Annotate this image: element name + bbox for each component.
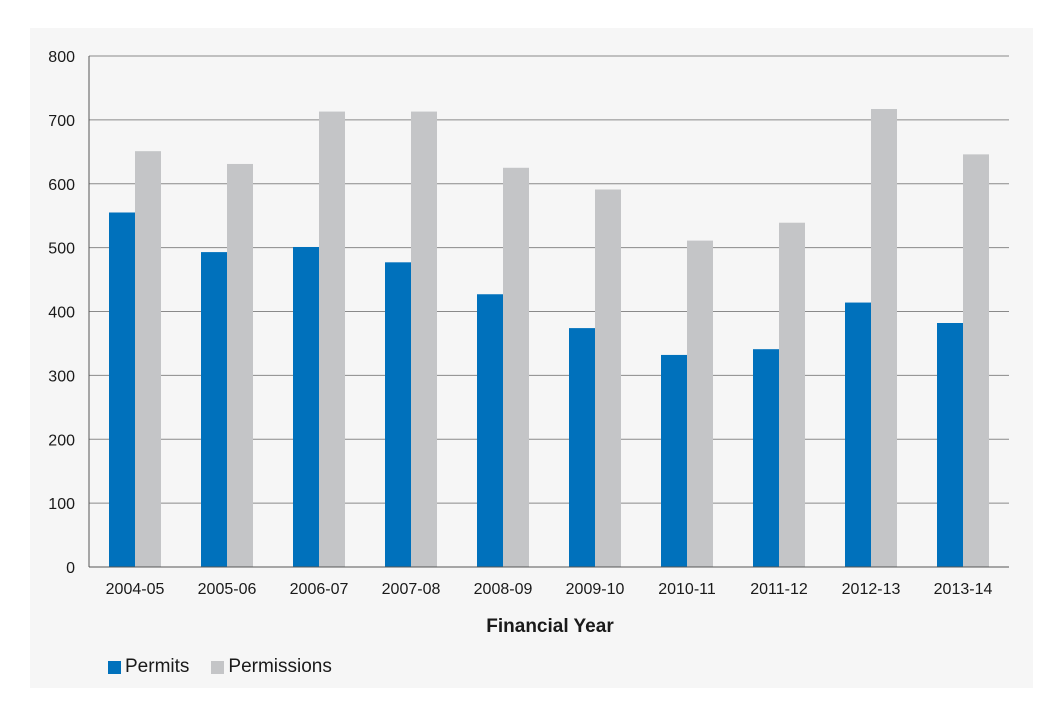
y-tick-label: 100 [48, 496, 75, 513]
x-tick-labels: 2004-05 2005-06 2006-07 2007-08 2008-09 2009-… [106, 581, 993, 598]
y-tick-label: 200 [48, 432, 75, 449]
bar-permits [661, 354, 687, 567]
y-tick-label: 800 [48, 49, 75, 66]
x-tick-label: 2010-11 [658, 581, 716, 598]
y-tick-label: 400 [48, 305, 75, 322]
x-tick-label: 2008-09 [474, 581, 533, 598]
y-tick-label: 500 [48, 241, 75, 258]
x-axis-title: Financial Year [486, 616, 614, 637]
bar-permits [109, 212, 135, 567]
bar-permissions [871, 109, 897, 568]
y-tick-label: 700 [48, 113, 75, 130]
bar-permits [477, 294, 503, 567]
y-tick-labels: 0 100 200 300 400 500 600 700 800 [48, 49, 75, 577]
y-tick-label: 600 [48, 177, 75, 194]
bar-permits [201, 252, 227, 567]
y-tick-label: 0 [66, 560, 75, 577]
bar-permissions [687, 240, 713, 567]
bar-permits [293, 246, 319, 567]
legend-swatch-permits [108, 660, 121, 674]
legend-item-permits: Permits [108, 656, 189, 678]
bar-permissions [135, 151, 161, 567]
x-tick-label: 2012-13 [842, 581, 901, 598]
y-tick-label: 300 [48, 368, 75, 385]
x-tick-label: 2007-08 [382, 581, 441, 598]
bars [109, 109, 989, 568]
legend-item-permissions: Permissions [211, 656, 332, 678]
x-tick-label: 2009-10 [566, 581, 625, 598]
bar-permissions [595, 189, 621, 567]
legend-label-permissions: Permissions [228, 656, 332, 677]
bar-permissions [503, 167, 529, 567]
bar-permissions [411, 111, 437, 567]
x-tick-label: 2006-07 [290, 581, 349, 598]
x-tick-label: 2013-14 [934, 581, 993, 598]
x-tick-label: 2004-05 [106, 581, 165, 598]
bar-permissions [963, 154, 989, 567]
legend-label-permits: Permits [125, 656, 190, 677]
bar-permits [845, 302, 871, 567]
bar-permits [385, 262, 411, 567]
bar-permissions [779, 222, 805, 567]
bar-permits [753, 349, 779, 567]
bar-permissions [227, 163, 253, 568]
bar-permits [937, 322, 963, 567]
axes [88, 56, 1009, 568]
bar-permissions [319, 111, 345, 567]
x-tick-label: 2011-12 [750, 581, 808, 598]
legend: Permits Permissions [108, 655, 354, 679]
bar-permits [569, 328, 595, 567]
legend-swatch-permissions [211, 660, 225, 674]
x-tick-label: 2005-06 [198, 581, 257, 598]
